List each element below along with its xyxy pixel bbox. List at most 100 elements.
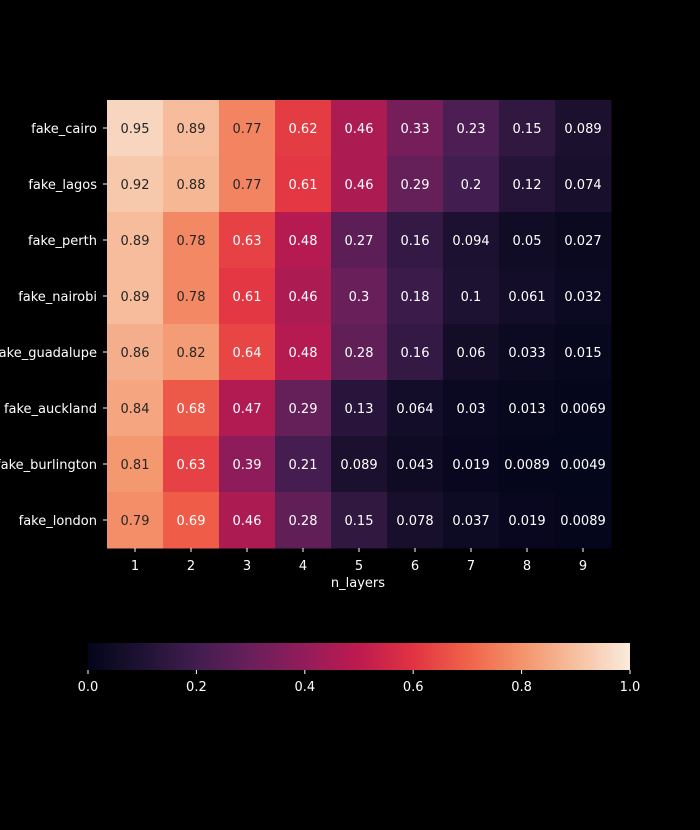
- heatmap-cell: [387, 436, 444, 493]
- cell-value-label: 0.18: [401, 290, 430, 305]
- cell-value-label: 0.06: [457, 346, 486, 361]
- cell-value-label: 0.0089: [504, 458, 550, 473]
- heatmap-cell: [107, 492, 164, 549]
- heatmap-cell: [107, 380, 164, 437]
- heatmap-cells: 0.95 0.89 0.77 0.62 0.46 0.33 0.23 0.15 0.089 0.9…: [107, 100, 612, 549]
- cell-value-label: 0.88: [177, 178, 206, 193]
- x-tick-label: 9: [579, 559, 587, 574]
- cell-value-label: 0.019: [508, 514, 545, 529]
- cell-value-label: 0.86: [121, 346, 150, 361]
- cell-value-label: 0.15: [345, 514, 374, 529]
- heatmap-cell: [443, 492, 500, 549]
- heatmap-cell: [275, 492, 332, 549]
- heatmap-cell: [555, 324, 612, 381]
- cell-value-label: 0.089: [564, 122, 601, 137]
- cell-value-label: 0.46: [233, 514, 262, 529]
- heatmap-cell: [555, 156, 612, 213]
- heatmap-cell: [331, 212, 388, 269]
- cell-value-label: 0.46: [345, 178, 374, 193]
- colorbar-tick-label: 0.2: [186, 680, 207, 695]
- heatmap-cell: [331, 156, 388, 213]
- cell-value-label: 0.77: [233, 122, 262, 137]
- heatmap-cell: [387, 100, 444, 157]
- cell-value-label: 0.28: [345, 346, 374, 361]
- y-tick-label: fake_burlington: [0, 458, 97, 473]
- heatmap-cell: [107, 100, 164, 157]
- cell-value-label: 0.89: [121, 234, 150, 249]
- heatmap-cell: [163, 212, 220, 269]
- cell-value-label: 0.089: [340, 458, 377, 473]
- heatmap-cell: [387, 268, 444, 325]
- heatmap-cell: [331, 380, 388, 437]
- heatmap-cell: [275, 100, 332, 157]
- y-tick-label: fake_cairo: [31, 122, 97, 137]
- colorbar-tick-label: 0.4: [294, 680, 315, 695]
- y-tick-label: fake_lagos: [28, 178, 97, 193]
- heatmap-cell: [219, 268, 276, 325]
- cell-value-label: 0.03: [457, 402, 486, 417]
- cell-value-label: 0.23: [457, 122, 486, 137]
- heatmap-cell: [555, 436, 612, 493]
- heatmap-cell: [443, 268, 500, 325]
- cell-value-label: 0.16: [401, 234, 430, 249]
- cell-value-label: 0.77: [233, 178, 262, 193]
- cell-value-label: 0.1: [461, 290, 482, 305]
- cell-value-label: 0.68: [177, 402, 206, 417]
- cell-value-label: 0.027: [564, 234, 601, 249]
- cell-value-label: 0.47: [233, 402, 262, 417]
- heatmap-cell: [107, 436, 164, 493]
- heatmap-cell: [275, 324, 332, 381]
- cell-value-label: 0.13: [345, 402, 374, 417]
- cell-value-label: 0.037: [452, 514, 489, 529]
- cell-value-label: 0.39: [233, 458, 262, 473]
- cell-value-label: 0.48: [289, 346, 318, 361]
- cell-value-label: 0.078: [396, 514, 433, 529]
- heatmap-cell: [443, 324, 500, 381]
- cell-value-label: 0.064: [396, 402, 433, 417]
- heatmap-cell: [443, 380, 500, 437]
- cell-value-label: 0.78: [177, 290, 206, 305]
- heatmap-cell: [219, 492, 276, 549]
- x-tick-label: 8: [523, 559, 531, 574]
- y-axis-labels: fake_cairo fake_lagos fake_perth fake_nairo…: [0, 122, 107, 529]
- cell-value-label: 0.16: [401, 346, 430, 361]
- heatmap-cell: [387, 156, 444, 213]
- cell-value-label: 0.061: [508, 290, 545, 305]
- y-tick-label: fake_nairobi: [18, 290, 97, 305]
- heatmap-cell: [499, 436, 556, 493]
- cell-value-label: 0.63: [233, 234, 262, 249]
- colorbar-tick-label: 0.0: [78, 680, 99, 695]
- y-tick-label: fake_london: [19, 514, 97, 529]
- cell-value-label: 0.46: [289, 290, 318, 305]
- heatmap-cell: [275, 268, 332, 325]
- cell-value-label: 0.013: [508, 402, 545, 417]
- x-axis-labels: 1 2 3 4 5 6 7 8 9: [131, 548, 587, 574]
- cell-value-label: 0.92: [121, 178, 150, 193]
- cell-value-label: 0.61: [289, 178, 318, 193]
- cell-value-label: 0.46: [345, 122, 374, 137]
- cell-value-label: 0.074: [564, 178, 601, 193]
- heatmap-cell: [555, 212, 612, 269]
- heatmap-cell: [107, 324, 164, 381]
- x-axis-title: n_layers: [331, 576, 385, 591]
- cell-value-label: 0.0069: [560, 402, 606, 417]
- cell-value-label: 0.48: [289, 234, 318, 249]
- heatmap-cell: [499, 492, 556, 549]
- cell-value-label: 0.019: [452, 458, 489, 473]
- cell-value-label: 0.094: [452, 234, 489, 249]
- heatmap-cell: [107, 268, 164, 325]
- heatmap-cell: [107, 212, 164, 269]
- cell-value-label: 0.63: [177, 458, 206, 473]
- heatmap-cell: [163, 436, 220, 493]
- heatmap-cell: [163, 324, 220, 381]
- x-tick-label: 6: [411, 559, 419, 574]
- heatmap-cell: [275, 212, 332, 269]
- heatmap-cell: [387, 380, 444, 437]
- cell-value-label: 0.0089: [560, 514, 606, 529]
- x-tick-label: 3: [243, 559, 251, 574]
- heatmap-cell: [387, 324, 444, 381]
- heatmap-cell: [443, 100, 500, 157]
- cell-value-label: 0.12: [513, 178, 542, 193]
- heatmap-cell: [555, 100, 612, 157]
- cell-value-label: 0.78: [177, 234, 206, 249]
